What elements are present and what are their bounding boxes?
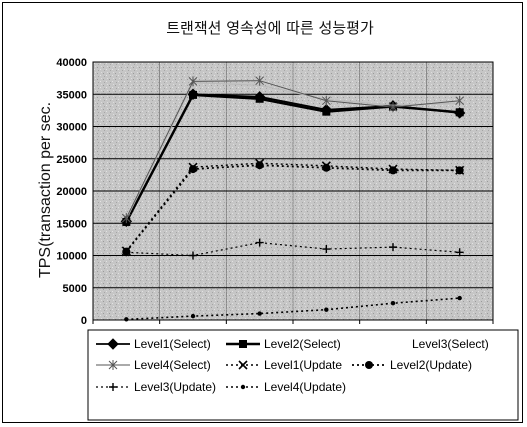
series-4-point: [455, 95, 465, 106]
legend-label: Level1(Select): [134, 337, 211, 351]
y-tick-label: 0: [81, 315, 87, 327]
legend-item: Level2(Select): [226, 337, 341, 351]
marker-stroke: [189, 251, 197, 260]
legend-item: Level2(Update): [352, 358, 472, 372]
legend-swatch-marker: [240, 384, 246, 390]
y-tick-label: 30000: [56, 122, 87, 134]
y-tick-label: 35000: [56, 89, 87, 101]
series-6-point: [455, 166, 464, 175]
legend-box: [87, 329, 519, 421]
marker-stroke: [321, 95, 331, 106]
y-tick-label: 5000: [63, 283, 87, 295]
series-4-point: [388, 102, 398, 113]
plot-area: 0 5000 10000 15000 20000 25000 30000 35000 40000: [56, 57, 494, 327]
series-4-point: [121, 213, 131, 224]
series-8-point: [324, 307, 329, 312]
series-8-point: [457, 295, 462, 301]
series-2-point: [455, 108, 464, 117]
series-7-point: [255, 238, 264, 247]
chart-title: 트랜잭션 영속성에 따른 성능평가: [166, 19, 374, 37]
y-tick-label: 25000: [56, 154, 87, 166]
marker-stroke: [109, 383, 117, 391]
legend: Level1(Select) Level2(Select) Level3(Selec…: [87, 329, 519, 421]
marker-stroke: [121, 213, 131, 224]
y-tick-label: 10000: [56, 251, 87, 263]
y-tick-label: 15000: [56, 218, 87, 230]
legend-label: Level3(Select): [412, 337, 489, 351]
series-2-point: [322, 107, 331, 116]
marker-stroke: [188, 76, 198, 87]
marker-stroke: [322, 245, 331, 254]
legend-item: Level1(Update: [226, 358, 342, 372]
legend-item: Level1(Select): [96, 337, 211, 351]
series-8-point: [257, 311, 262, 316]
marker-stroke: [122, 248, 131, 257]
series-7-point: [189, 251, 197, 260]
legend-swatch-marker: [238, 360, 248, 370]
legend-label: Level4(Select): [134, 358, 211, 372]
legend-label: Level2(Update): [390, 358, 472, 372]
legend-item: Level4(Select): [96, 358, 211, 372]
y-axis-label: TPS(transaction per sec.: [37, 102, 54, 278]
legend-label: Level1(Update: [264, 358, 342, 372]
series-8-point: [390, 301, 396, 306]
marker-stroke: [255, 238, 264, 247]
series-7-point: [455, 248, 464, 257]
legend-swatch-marker: [107, 338, 119, 350]
legend-label: Level3(Update): [134, 380, 216, 394]
series-6-point: [389, 166, 397, 175]
legend-item: Level3(Select): [412, 337, 489, 351]
series-2-line: [125, 93, 460, 223]
series-7-point: [122, 248, 131, 257]
y-tick-label: 40000: [56, 57, 87, 69]
series-8-point: [190, 313, 196, 319]
legend-label: Level4(Update): [264, 380, 346, 394]
legend-item: Level4(Update): [226, 380, 346, 394]
marker-stroke: [388, 102, 398, 113]
legend-swatch-marker: [108, 360, 118, 370]
marker-stroke: [455, 248, 464, 257]
marker-stroke: [255, 75, 265, 86]
series-2-point: [255, 94, 264, 103]
legend-label: Level2(Select): [264, 337, 341, 351]
series-7-point: [322, 245, 331, 254]
series-8-line: [126, 297, 460, 321]
series-4-point: [255, 75, 265, 86]
series-6-point: [322, 163, 331, 172]
series-6-point: [255, 161, 264, 170]
y-tick-label: 20000: [56, 186, 87, 198]
series-6-point: [189, 165, 197, 174]
legend-item: Level3(Update): [96, 380, 216, 394]
marker-stroke: [389, 243, 397, 252]
series-2-point: [189, 90, 197, 99]
series-3-line: [125, 82, 460, 220]
legend-swatch-marker: [365, 361, 373, 369]
series-4-point: [321, 95, 331, 106]
marker-stroke: [108, 360, 118, 370]
legend-swatch-marker: [239, 340, 247, 348]
series-6-line: [125, 164, 460, 253]
marker-stroke: [238, 360, 248, 370]
series-8-point: [124, 317, 129, 322]
series-7-line: [126, 241, 460, 257]
marker-stroke: [455, 95, 465, 106]
series-4-point: [188, 76, 198, 87]
legend-swatch-marker: [109, 383, 117, 391]
series-7-point: [389, 243, 397, 252]
series-4-line: [125, 80, 460, 219]
